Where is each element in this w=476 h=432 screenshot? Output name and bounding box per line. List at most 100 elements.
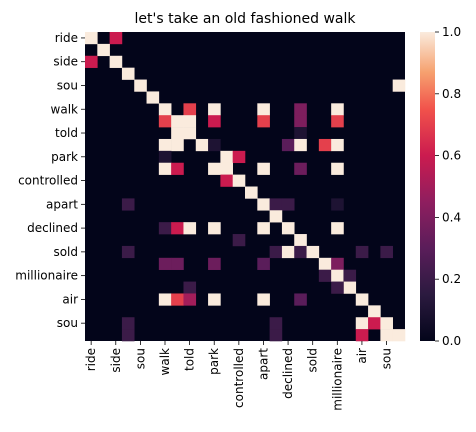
heatmap-cell — [331, 222, 344, 235]
heatmap-cell — [281, 222, 295, 235]
heatmap-cell — [232, 174, 246, 187]
heatmap-cell — [269, 317, 283, 330]
heatmap-cell — [294, 245, 307, 259]
heatmap-cell — [171, 293, 184, 306]
colorbar-tick-label: 0.8 — [442, 87, 461, 101]
heatmap-cell — [318, 138, 332, 152]
y-axis: ride side sou walk told park controlled apart de… — [15, 31, 85, 330]
heatmap-cell — [392, 79, 406, 92]
heatmap-cell — [331, 257, 344, 270]
heatmap-cell — [171, 115, 184, 128]
heatmap-cell — [331, 269, 344, 282]
heatmap-cell — [85, 55, 98, 68]
colorbar-tick-label: 0.4 — [442, 210, 461, 224]
heatmap-cell — [183, 103, 197, 116]
chart-title: let's take an old fashioned walk — [135, 11, 357, 27]
heatmap-cell — [208, 222, 221, 235]
y-tick-label: millionaire — [15, 269, 78, 283]
x-tick-label: air — [355, 348, 369, 364]
heatmap-cell — [355, 245, 369, 259]
heatmap-cells — [85, 32, 406, 342]
heatmap-cell — [294, 115, 307, 128]
heatmap-cell — [208, 162, 221, 175]
y-tick-label: air — [62, 292, 78, 306]
heatmap-cell — [355, 293, 369, 306]
heatmap-cell — [171, 162, 184, 175]
heatmap-cell — [109, 55, 123, 68]
heatmap-cell — [257, 115, 270, 128]
heatmap-cell — [158, 293, 172, 306]
heatmap-cell — [257, 293, 270, 306]
y-tick-label: walk — [51, 102, 79, 116]
heatmap-cell — [232, 150, 246, 164]
heatmap-cell — [171, 127, 184, 140]
heatmap-cell — [281, 198, 295, 211]
heatmap-cell — [368, 317, 381, 330]
heatmap-cell — [355, 329, 369, 342]
x-tick-label: declined — [281, 348, 295, 399]
heatmap-cell — [171, 257, 184, 270]
heatmap-cell — [294, 293, 307, 306]
y-tick-label: park — [51, 150, 78, 164]
heatmap-cell — [85, 32, 98, 45]
heatmap-cell — [331, 162, 344, 175]
heatmap-cell — [294, 138, 307, 152]
heatmap-cell — [183, 127, 197, 140]
heatmap-cell — [380, 245, 393, 259]
x-tick-label: park — [207, 348, 221, 375]
heatmap-cell — [269, 198, 283, 211]
y-tick-label: controlled — [18, 174, 78, 188]
heatmap-cell — [134, 79, 147, 92]
y-tick-label: apart — [46, 197, 78, 211]
y-tick-label: declined — [27, 221, 78, 235]
heatmap-cell — [220, 150, 233, 164]
heatmap-cell — [318, 269, 332, 282]
heatmap-cell — [306, 245, 320, 259]
heatmap-cell — [294, 103, 307, 116]
heatmap-cell — [208, 115, 221, 128]
heatmap-cell — [121, 198, 135, 211]
heatmap-cell — [195, 138, 209, 152]
colorbar-tick-label: 0.2 — [442, 272, 461, 286]
x-tick-label: walk — [158, 348, 172, 376]
heatmap-cell — [158, 138, 172, 152]
heatmap-cell — [121, 67, 135, 80]
heatmap-cell — [220, 162, 233, 175]
heatmap-cell — [183, 222, 197, 235]
x-tick-label: sou — [380, 348, 394, 369]
x-tick-label: sou — [133, 348, 147, 369]
heatmap-cell — [257, 257, 270, 270]
x-axis: ride side sou walk told park controlled apart de… — [84, 341, 394, 411]
heatmap-cell — [392, 329, 406, 342]
heatmap-cell — [294, 162, 307, 175]
heatmap-cell — [220, 174, 233, 187]
colorbar-tick-label: 0.0 — [442, 334, 461, 348]
heatmap-cell — [183, 293, 197, 306]
heatmap-cell — [343, 269, 357, 282]
heatmap-cell — [281, 245, 295, 259]
heatmap-cell — [158, 222, 172, 235]
heatmap-cell — [158, 257, 172, 270]
x-tick-label: side — [109, 348, 123, 373]
heatmap-cell — [171, 222, 184, 235]
heatmap-cell — [171, 138, 184, 152]
y-tick-label: ride — [55, 31, 78, 45]
heatmap-cell — [109, 32, 123, 45]
heatmap-cell — [121, 245, 135, 259]
heatmap-cell — [257, 198, 270, 211]
heatmap-cell — [232, 234, 246, 247]
heatmap-cell — [183, 115, 197, 128]
heatmap-cell — [158, 103, 172, 116]
x-tick-label: apart — [256, 348, 270, 380]
heatmap-cell — [208, 257, 221, 270]
heatmap-cell — [208, 138, 221, 152]
heatmap-cell — [368, 305, 381, 318]
colorbar-axis: 0.0 0.2 0.4 0.6 0.8 1.0 — [435, 25, 461, 348]
heatmap-cell — [208, 293, 221, 306]
x-tick-label: told — [183, 348, 197, 371]
heatmap-cell — [158, 150, 172, 164]
heatmap-cell — [343, 281, 357, 294]
heatmap-cell — [146, 91, 160, 104]
heatmap-cell — [380, 329, 393, 342]
